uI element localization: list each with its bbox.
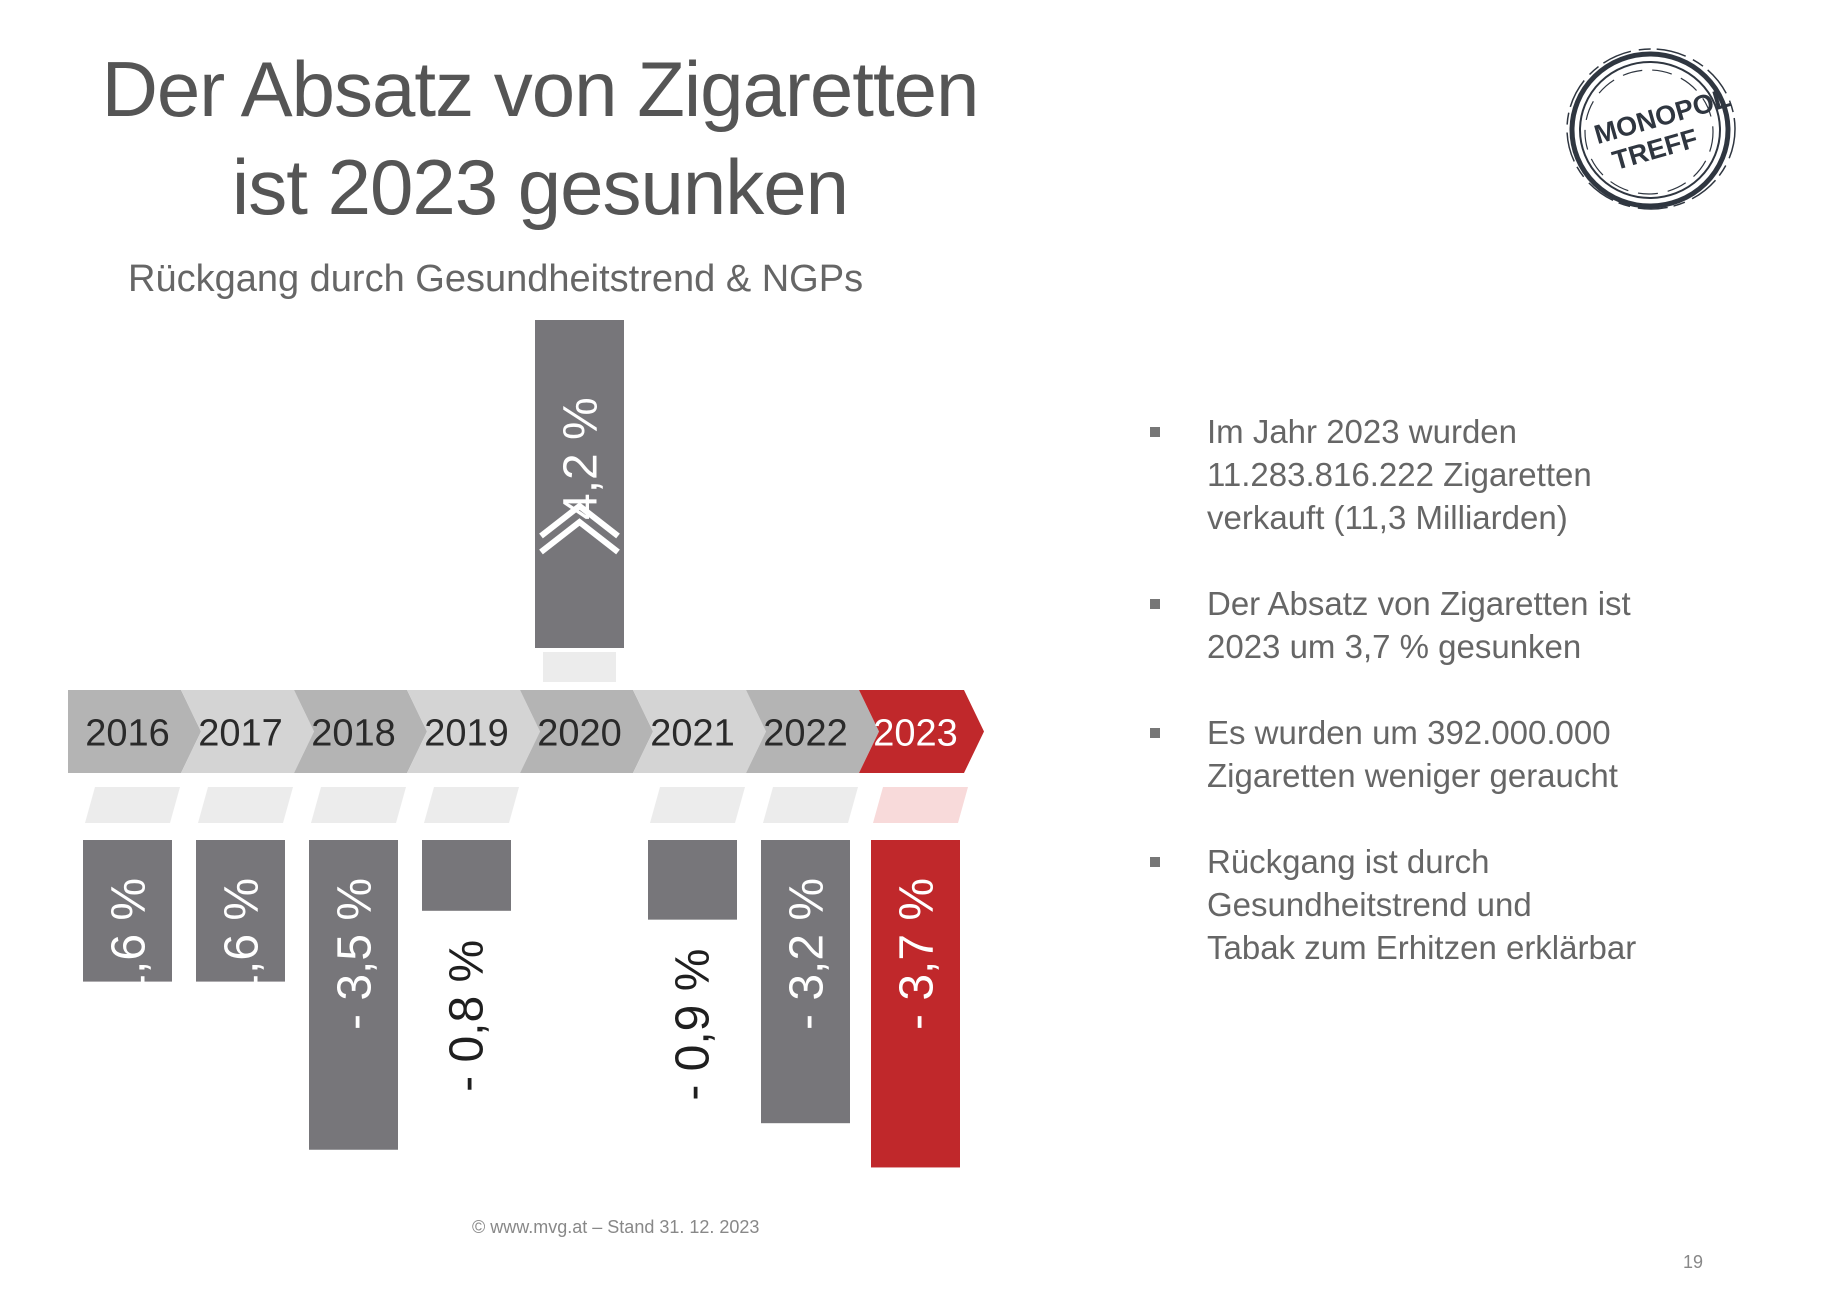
timeline-segment-2021 [633,690,766,773]
title-line-1: Der Absatz von Zigaretten [101,45,980,133]
slide-subtitle: Rückgang durch Gesundheitstrend & NGPs [128,258,864,300]
bar-2022 [761,840,850,1124]
bar-2018 [309,840,398,1150]
slide-title: Der Absatz von Zigaretten ist 2023 gesun… [40,40,1040,236]
timeline-segment-2022 [746,690,879,773]
year-label-2021: 2021 [650,713,735,755]
year-label-2023: 2023 [873,713,958,755]
bar-shadow [650,787,745,823]
bullet-text-line: 11.283.816.222 Zigaretten [1207,456,1592,493]
bar-shadow [311,787,406,823]
year-label-2020: 2020 [537,713,622,755]
bullet-item: Im Jahr 2023 wurden 11.283.816.222 Zigare… [1150,410,1710,539]
cigarette-sales-chart: 2016 - 1,6 % 2017 - 1,6 % 2018 - 3,5 % 2019 - 0… [68,320,984,1168]
value-label-2016: - 1,6 % [103,878,156,1030]
year-label-2022: 2022 [763,713,848,755]
bullet-text-line: verkauft (11,3 Milliarden) [1207,499,1568,536]
title-line-2: ist 2023 gesunken [231,143,849,231]
bullet-text-line: Zigaretten weniger geraucht [1207,757,1618,794]
year-label-2019: 2019 [424,713,509,755]
bar-shadow [873,787,968,823]
chevron-up-icon [539,518,620,555]
value-label-2022: - 3,2 % [781,878,834,1030]
value-label-2021: - 0,9 % [667,949,720,1101]
bar-2019 [422,840,511,911]
bullet-text-line: Gesundheitstrend und [1207,886,1532,923]
timeline-segment-2017 [181,690,314,773]
bar-2020 [535,320,624,648]
bullet-text-line: Im Jahr 2023 wurden [1207,413,1518,450]
bar-2021 [648,840,737,920]
page-number: 19 [1683,1252,1704,1272]
value-label-2023: - 3,7 % [891,878,944,1030]
timeline-segment-2019 [407,690,540,773]
bullet-text-line: Es wurden um 392.000.000 [1207,714,1611,751]
timeline-segment-2016 [68,690,201,773]
bullet-text-line: Der Absatz von Zigaretten ist [1207,585,1631,622]
value-label-2018: - 3,5 % [329,878,382,1030]
bullet-list: Im Jahr 2023 wurden 11.283.816.222 Zigare… [1150,410,1710,1012]
value-label-2019: - 0,8 % [441,940,494,1092]
bullet-text-line: Rückgang ist durch [1207,843,1490,880]
chevron-up-icon [539,502,620,539]
bar-2023 [871,840,960,1168]
year-label-2017: 2017 [198,713,283,755]
year-label-2016: 2016 [85,713,170,755]
monopol-treff-logo: MONOPOL TREFF [1566,48,1736,210]
bullet-text-line: 2023 um 3,7 % gesunken [1207,628,1582,665]
bar-shadow [198,787,293,823]
year-label-2018: 2018 [311,713,396,755]
bar-2017 [196,840,285,982]
value-label-2017: - 1,6 % [216,878,269,1030]
bar-shadow [424,787,519,823]
timeline-segment-2023 [859,690,984,773]
bar-shadow [763,787,858,823]
bullet-item: Der Absatz von Zigaretten ist 2023 um 3,7… [1150,582,1710,668]
bullet-text-line: Tabak zum Erhitzen erklärbar [1207,929,1637,966]
bar-shadow [85,787,180,823]
bar-shadow [543,652,616,682]
bullet-item: Rückgang ist durch Gesundheitstrend und Ta… [1150,840,1710,969]
bar-2016 [83,840,172,982]
timeline-segment-2020 [520,690,653,773]
value-label-2020: 4,2 % [555,397,608,520]
source-note: © www.mvg.at – Stand 31. 12. 2023 [472,1217,760,1237]
timeline-segment-2018 [294,690,427,773]
bullet-item: Es wurden um 392.000.000 Zigaretten wenig… [1150,711,1710,797]
